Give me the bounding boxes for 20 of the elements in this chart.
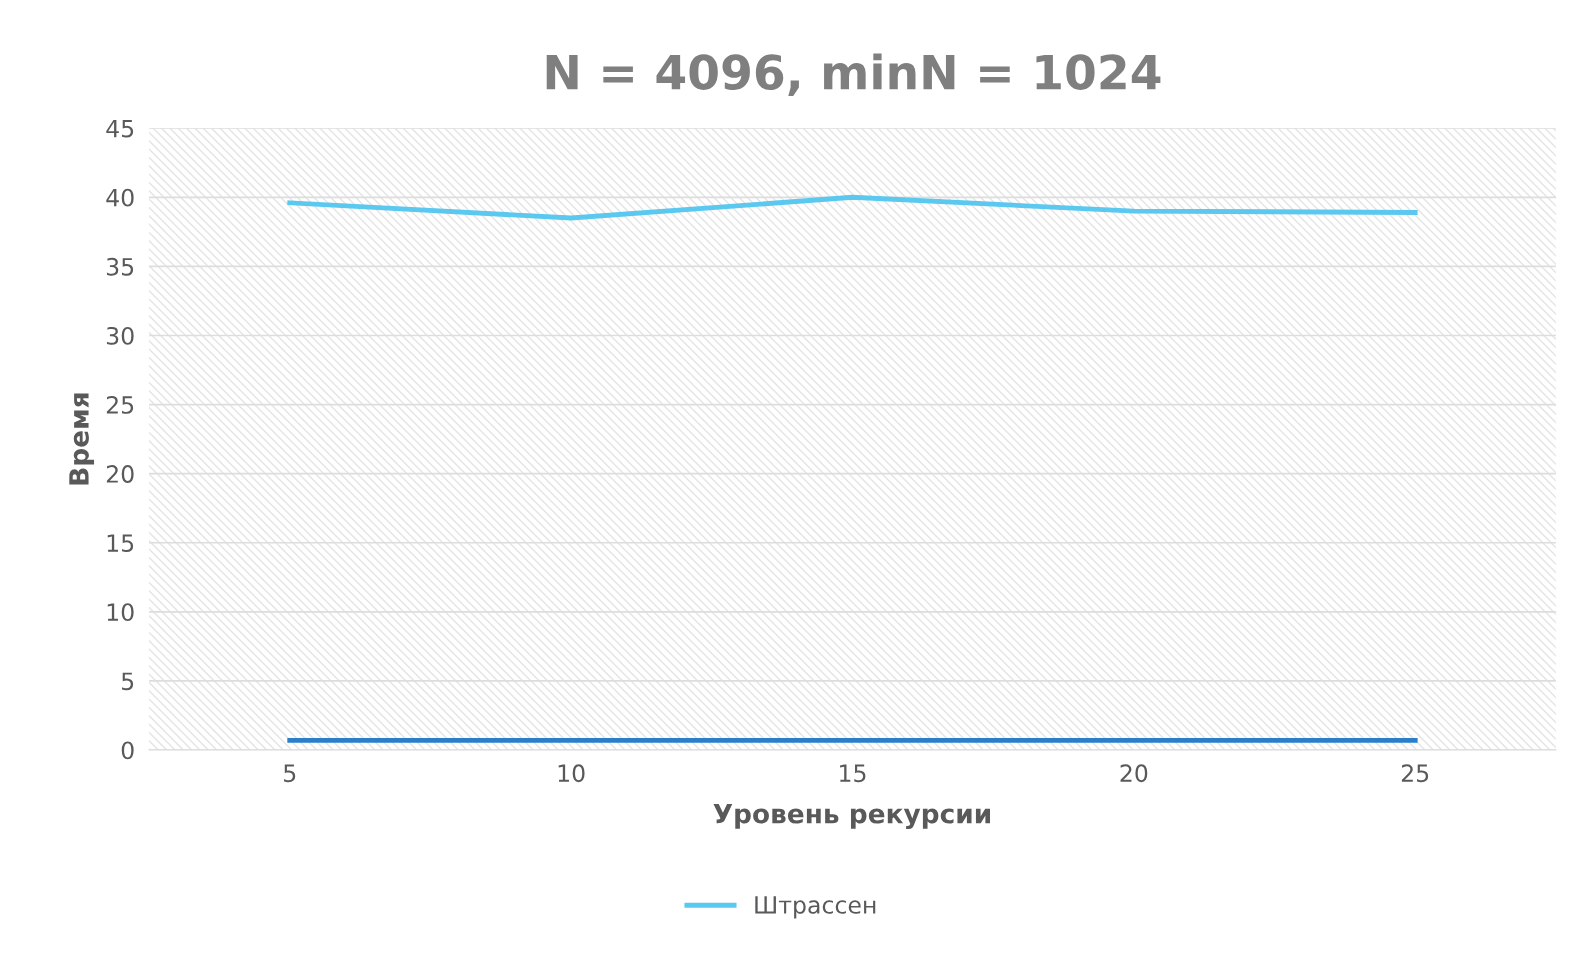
- y-tick-label: 5: [122, 672, 134, 691]
- y-tick-label: 45: [106, 119, 134, 138]
- y-axis-title: Время: [69, 393, 95, 485]
- chart-title: N = 4096, minN = 1024: [546, 53, 1161, 97]
- y-tick-label: 10: [107, 603, 134, 622]
- y-tick-label: 35: [106, 257, 134, 276]
- y-tick-label: 25: [106, 396, 134, 414]
- y-tick-label: 0: [121, 741, 134, 760]
- y-tick-label: 20: [106, 465, 134, 483]
- line-series: [287, 194, 1418, 221]
- y-tick-label: 30: [106, 326, 134, 345]
- x-axis-title: Уровень рекурсии: [713, 804, 990, 829]
- x-tick-label: 25: [1401, 764, 1429, 783]
- x-tick-label: 10: [558, 764, 585, 783]
- x-tick-label: 5: [284, 764, 296, 783]
- x-tick-label: 20: [1120, 764, 1148, 783]
- x-tick-label: 15: [840, 764, 866, 783]
- legend-label: Штрассен: [755, 896, 876, 919]
- y-tick-label: 15: [107, 534, 134, 553]
- y-tick-label: 40: [106, 188, 134, 207]
